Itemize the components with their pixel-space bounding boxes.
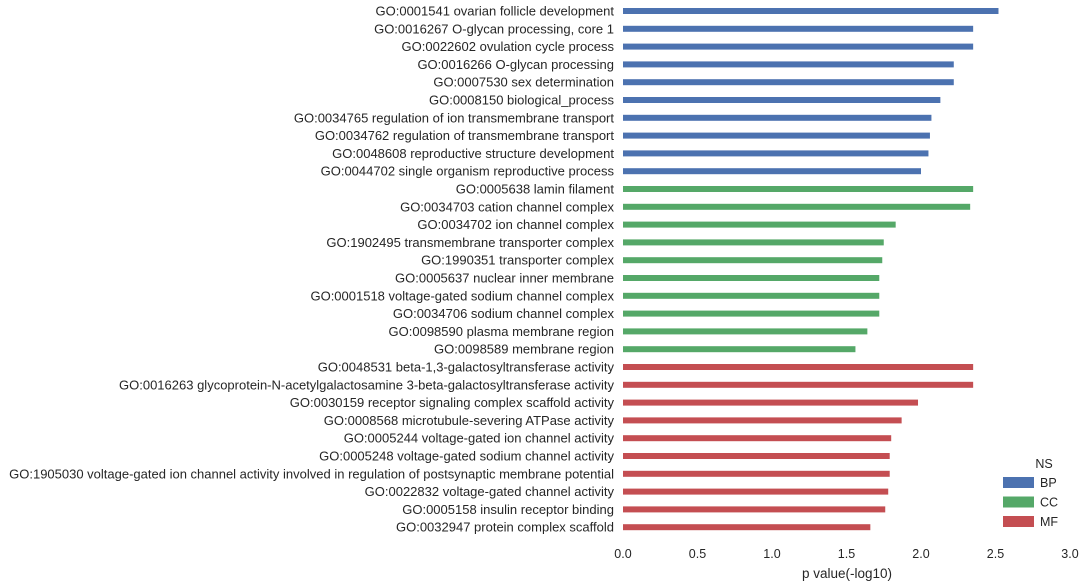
legend-label-mf: MF [1040, 515, 1058, 529]
bar-mf [623, 524, 871, 531]
category-label: GO:0034762 regulation of transmembrane t… [315, 128, 615, 143]
category-label: GO:0034765 regulation of ion transmembra… [294, 110, 615, 125]
category-label: GO:0048608 reproductive structure develo… [332, 146, 614, 161]
legend-swatch-bp [1003, 477, 1034, 488]
category-label: GO:0016266 O-glycan processing [417, 57, 614, 72]
category-label: GO:0008150 biological_process [429, 93, 615, 108]
category-label: GO:0098589 membrane region [434, 342, 614, 357]
bar-bp [623, 43, 974, 50]
legend-label-cc: CC [1040, 496, 1058, 510]
legend: NS BP CC MF [1003, 457, 1058, 529]
category-label: GO:0016263 glycoprotein-N-acetylgalactos… [119, 377, 614, 392]
category-labels-group: GO:0001541 ovarian follicle development G… [9, 4, 614, 535]
category-label: GO:0022602 ovulation cycle process [402, 39, 615, 54]
category-label: GO:0005248 voltage-gated sodium channel … [319, 449, 614, 464]
category-label: GO:0022832 voltage-gated channel activit… [365, 484, 615, 499]
bar-bp [623, 8, 999, 14]
bar-bp [623, 61, 954, 68]
bar-mf [623, 364, 974, 370]
bar-mf [623, 381, 974, 388]
bar-bp [623, 25, 974, 32]
bar-bp [623, 132, 930, 139]
x-tick-label: 2.0 [912, 547, 929, 561]
legend-swatch-mf [1003, 516, 1034, 527]
bar-bp [623, 168, 921, 175]
x-tick-label: 1.5 [838, 547, 855, 561]
category-label: GO:0001541 ovarian follicle development [376, 4, 615, 19]
x-axis-ticks-group: 0.0 0.5 1.0 1.5 2.0 2.5 3.0 [614, 547, 1078, 561]
category-label: GO:0005637 nuclear inner membrane [395, 271, 614, 286]
x-tick-label: 0.5 [689, 547, 706, 561]
x-tick-label: 3.0 [1061, 547, 1078, 561]
bar-cc [623, 186, 974, 192]
bar-cc [623, 221, 896, 228]
category-label: GO:0005638 lamin filament [456, 182, 615, 197]
category-label: GO:0016267 O-glycan processing, core 1 [374, 21, 614, 36]
bar-bp [623, 97, 941, 103]
category-label: GO:0034706 sodium channel complex [393, 306, 615, 321]
category-label: GO:0007530 sex determination [433, 75, 614, 90]
category-label: GO:0098590 plasma membrane region [389, 324, 614, 339]
bar-mf [623, 399, 919, 406]
legend-swatch-cc [1003, 496, 1034, 508]
bar-cc [623, 257, 883, 264]
bar-mf [623, 470, 890, 477]
category-label: GO:0005158 insulin receptor binding [402, 502, 614, 517]
category-label: GO:0034703 cation channel complex [400, 199, 614, 214]
category-label: GO:1902495 transmembrane transporter com… [326, 235, 614, 250]
bar-cc [623, 203, 971, 210]
bar-bp [623, 150, 929, 157]
legend-title: NS [1035, 457, 1052, 471]
x-tick-label: 1.0 [763, 547, 780, 561]
x-tick-label: 2.5 [987, 547, 1004, 561]
bar-cc [623, 328, 868, 335]
bar-mf [623, 417, 902, 424]
bar-mf [623, 506, 886, 513]
category-label: GO:0044702 single organism reproductive … [321, 164, 615, 179]
bar-bp [623, 114, 932, 121]
bar-cc [623, 239, 884, 246]
bar-bp [623, 79, 954, 86]
category-label: GO:0048531 beta-1,3-galactosyltransferas… [318, 360, 615, 375]
category-label: GO:0008568 microtubule-severing ATPase a… [324, 413, 615, 428]
bar-mf [623, 488, 889, 495]
bars-group [623, 8, 999, 531]
bar-mf [623, 435, 892, 442]
bar-cc [623, 310, 880, 317]
bar-cc [623, 292, 880, 299]
x-axis-title: p value(-log10) [802, 566, 892, 581]
bar-cc [623, 275, 880, 281]
bar-mf [623, 453, 890, 459]
bar-cc [623, 346, 856, 353]
category-label: GO:0034702 ion channel complex [417, 217, 614, 232]
category-label: GO:1990351 transporter complex [421, 253, 614, 268]
legend-label-bp: BP [1040, 476, 1057, 490]
category-label: GO:0005244 voltage-gated ion channel act… [344, 431, 615, 446]
category-label: GO:0032947 protein complex scaffold [396, 520, 614, 535]
category-label: GO:0030159 receptor signaling complex sc… [290, 395, 615, 410]
category-label: GO:0001518 voltage-gated sodium channel … [310, 288, 614, 303]
x-tick-label: 0.0 [614, 547, 631, 561]
category-label: GO:1905030 voltage-gated ion channel act… [9, 466, 614, 481]
